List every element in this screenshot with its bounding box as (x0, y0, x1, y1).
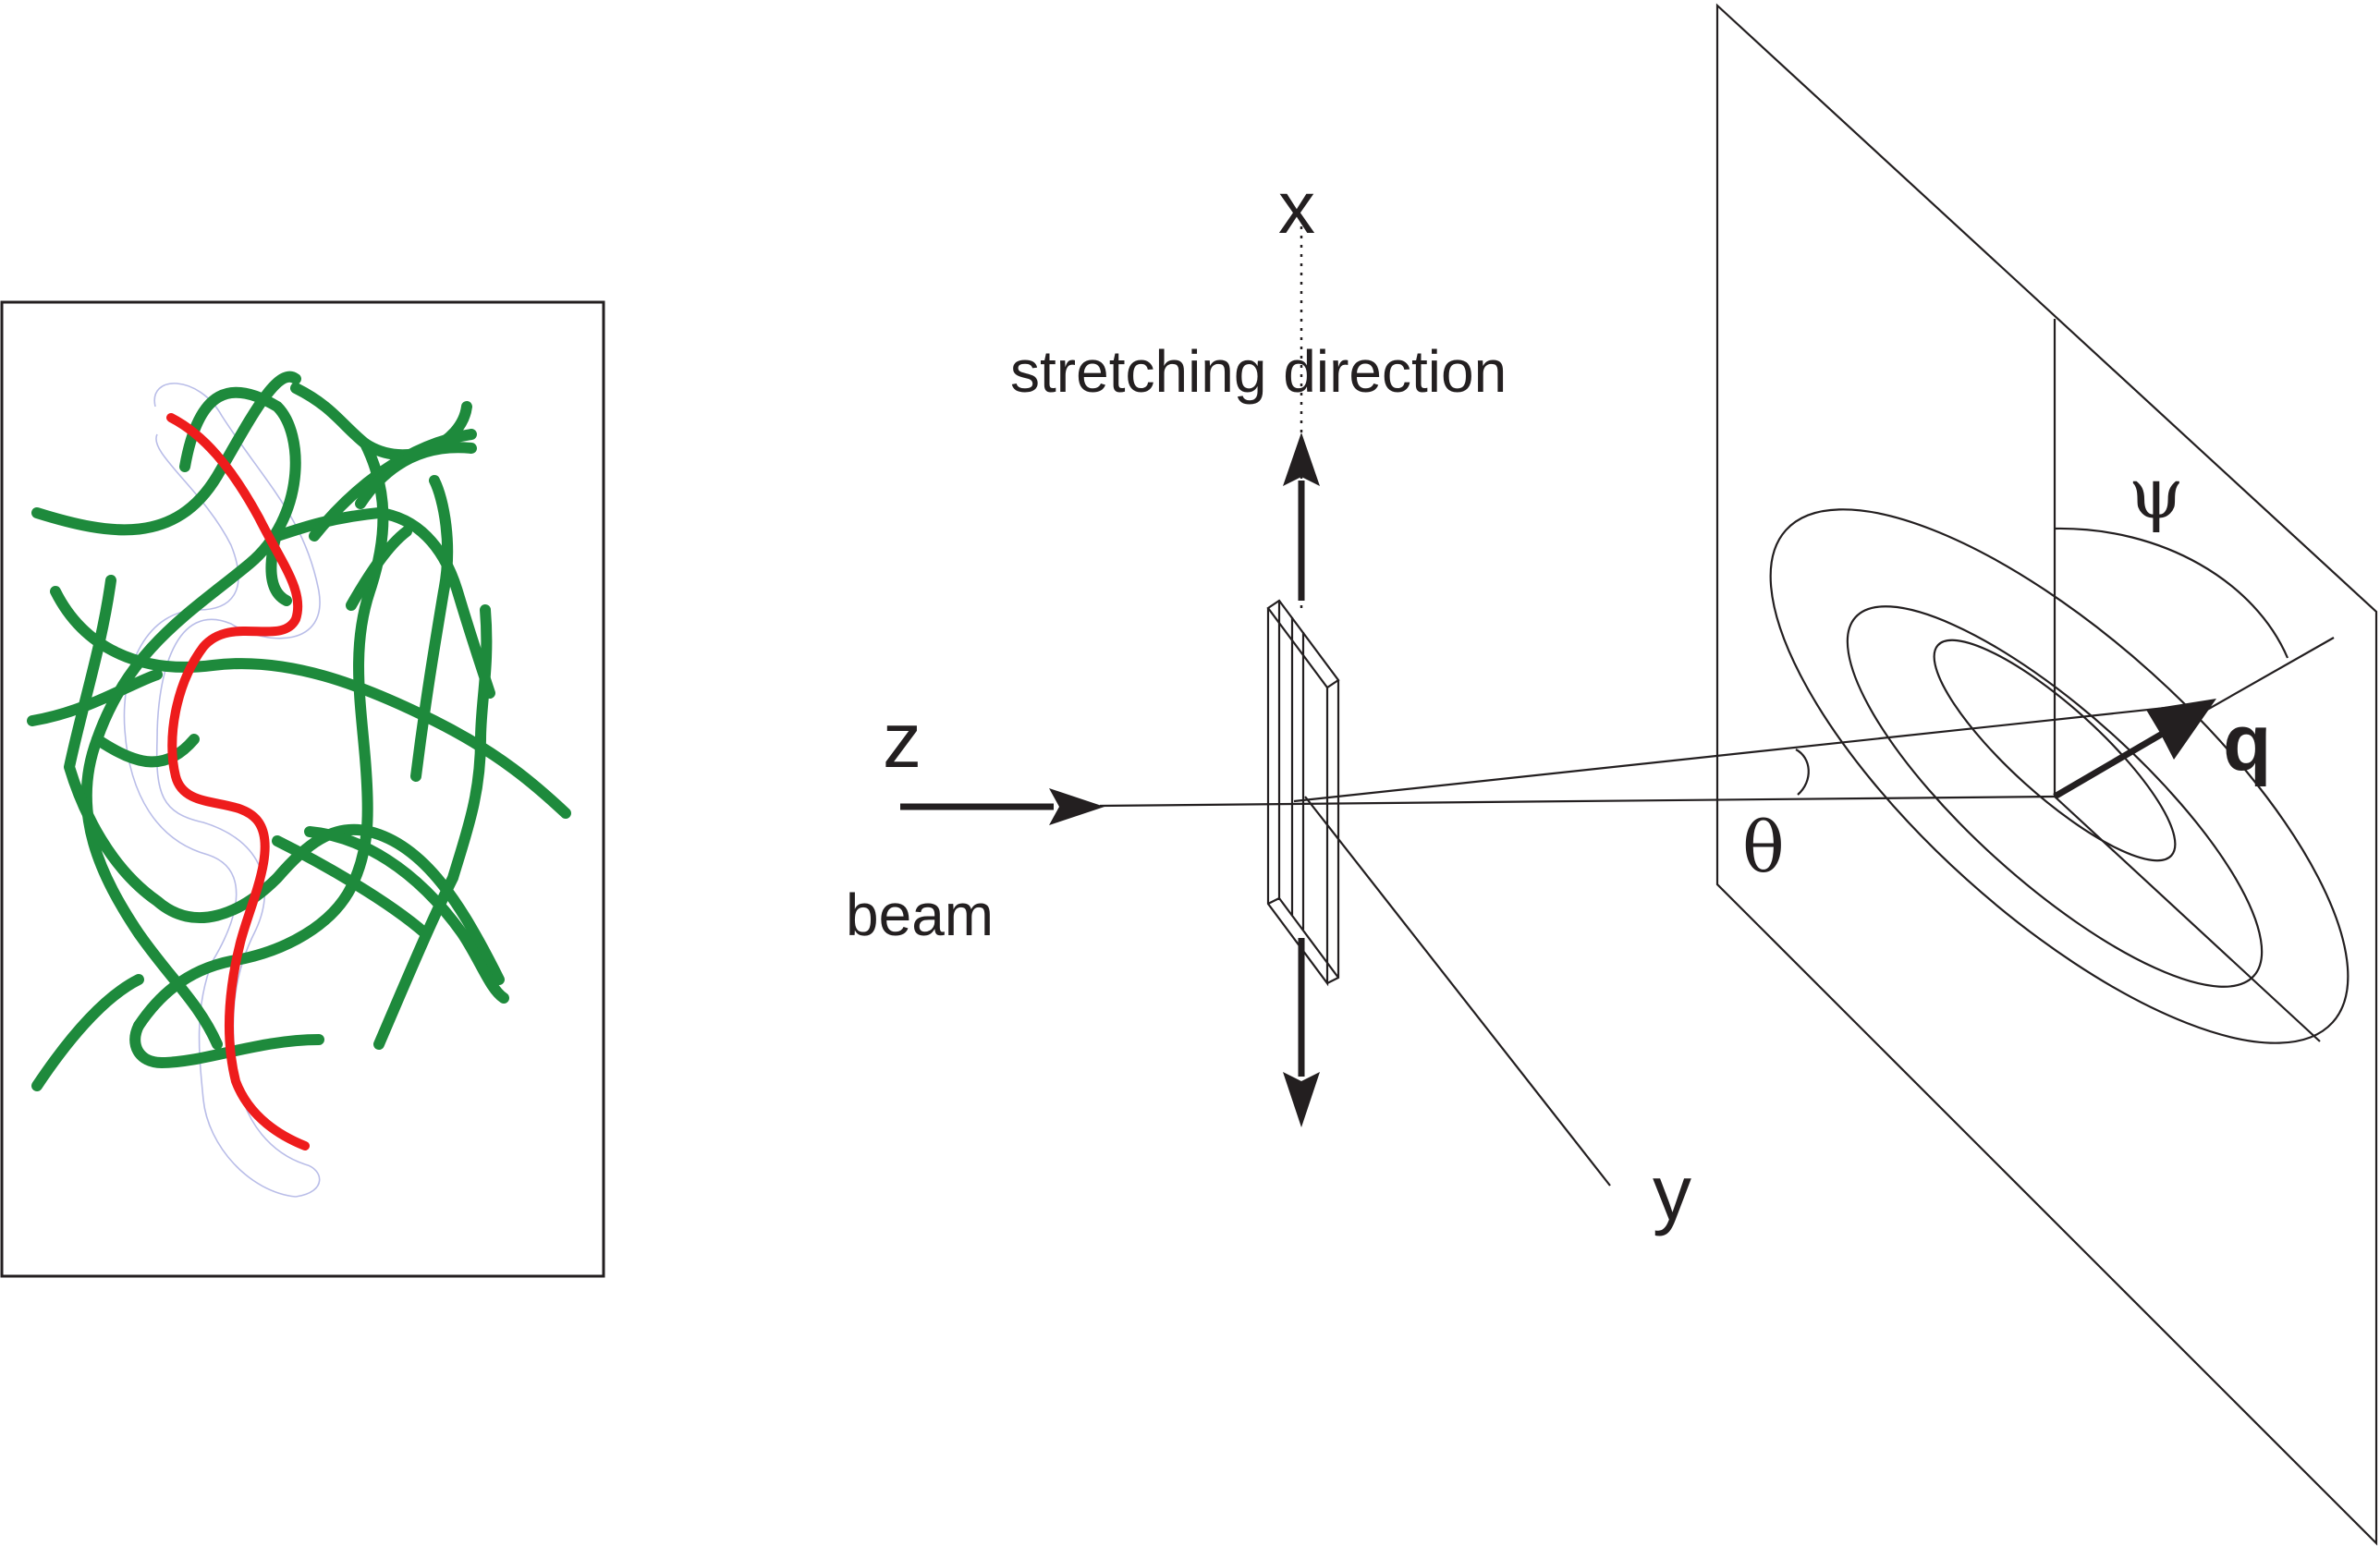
network-chain (373, 604, 493, 1050)
network-chain (27, 669, 163, 726)
network-chain (133, 882, 357, 1031)
z-axis-label: z (883, 697, 921, 784)
network-chain (64, 575, 505, 985)
psi-label: ψ (2129, 452, 2184, 534)
psi-arc (2054, 527, 2289, 659)
detector-plane (1715, 3, 2378, 1546)
scattering-ring-outer (1769, 508, 2349, 1044)
network-chain (31, 371, 301, 536)
beam-arrowhead (1049, 788, 1105, 825)
network-chain (410, 475, 454, 782)
beam-label: beam (846, 882, 994, 948)
network-chain (355, 442, 477, 509)
network-chain (92, 734, 200, 768)
detector-diagonal-axis (2054, 796, 2321, 1042)
q-vector-label: q (2223, 699, 2272, 787)
sample-slab (1266, 599, 1340, 987)
scattered-beam-line (1293, 702, 2201, 803)
network-frame (0, 300, 605, 1278)
scattering-ring-middle (1846, 605, 2264, 988)
scattering-geometry (900, 3, 2378, 1546)
stretching-direction-label: stretching direction (1010, 338, 1507, 405)
network-chain (346, 526, 412, 611)
stretch-arrow-up-head (1283, 432, 1320, 486)
probe-chain (166, 413, 310, 1150)
network-chain (80, 386, 301, 1050)
network-chains (27, 371, 571, 1091)
polymer-network-panel (0, 300, 605, 1278)
network-chain (272, 835, 431, 939)
network-chain (31, 974, 144, 1091)
scattering-rings (1769, 508, 2349, 1044)
y-axis-label: y (1653, 1150, 1691, 1236)
stretch-arrow-down-head (1283, 1072, 1320, 1127)
theta-label: θ (1742, 806, 1785, 888)
y-axis-line (1304, 796, 1611, 1187)
network-chain (129, 1020, 324, 1068)
transmitted-beam-line (1099, 795, 2056, 808)
network-chain (304, 826, 509, 1004)
q-vector-arrow (2053, 719, 2183, 800)
x-axis-label: x (1278, 166, 1315, 249)
q-arrowhead (2146, 699, 2216, 760)
network-chain (50, 586, 571, 819)
theta-arc (1795, 749, 1810, 796)
